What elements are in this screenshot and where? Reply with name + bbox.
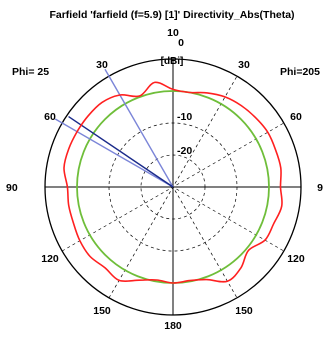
angle-tick-label: 60 [44, 111, 56, 123]
angle-tick-label: 30 [238, 59, 250, 71]
angle-tick-label: 150 [235, 305, 253, 317]
angle-tick-label: 180 [164, 320, 182, 332]
angle-tick-label: 60 [290, 111, 302, 123]
angle-tick-label: 30 [96, 59, 108, 71]
pattern-curve [63, 81, 283, 284]
beam-edge-line [54, 118, 174, 188]
radial-tick-label: 10 [167, 27, 179, 39]
beam-edge-line [104, 68, 174, 188]
beam-lines [54, 68, 174, 188]
pattern-series [63, 81, 283, 284]
chart-title: Farfield 'farfield (f=5.9) [1]' Directiv… [49, 9, 294, 21]
radial-tick-label: -10 [177, 111, 192, 123]
angle-tick-label: 120 [287, 253, 305, 265]
phi-left-label: Phi= 25 [12, 66, 49, 78]
radial-tick-labels: 10 -10 -20 [167, 27, 192, 157]
angle-tick-label: 120 [41, 253, 59, 265]
main-lobe-line [68, 115, 174, 188]
angle-tick-label: 90 [6, 182, 18, 194]
phi-right-label: Phi=205 [280, 66, 320, 78]
angle-tick-label: 150 [93, 305, 111, 317]
angle-tick-labels: 0 30 60 90 120 150 180 30 60 9 120 150 [6, 37, 323, 332]
angle-tick-label: 0 [178, 37, 184, 49]
angle-tick-label: 9 [317, 182, 323, 194]
unit-label: [dBi] [161, 56, 184, 67]
radial-tick-label: -20 [177, 145, 192, 157]
